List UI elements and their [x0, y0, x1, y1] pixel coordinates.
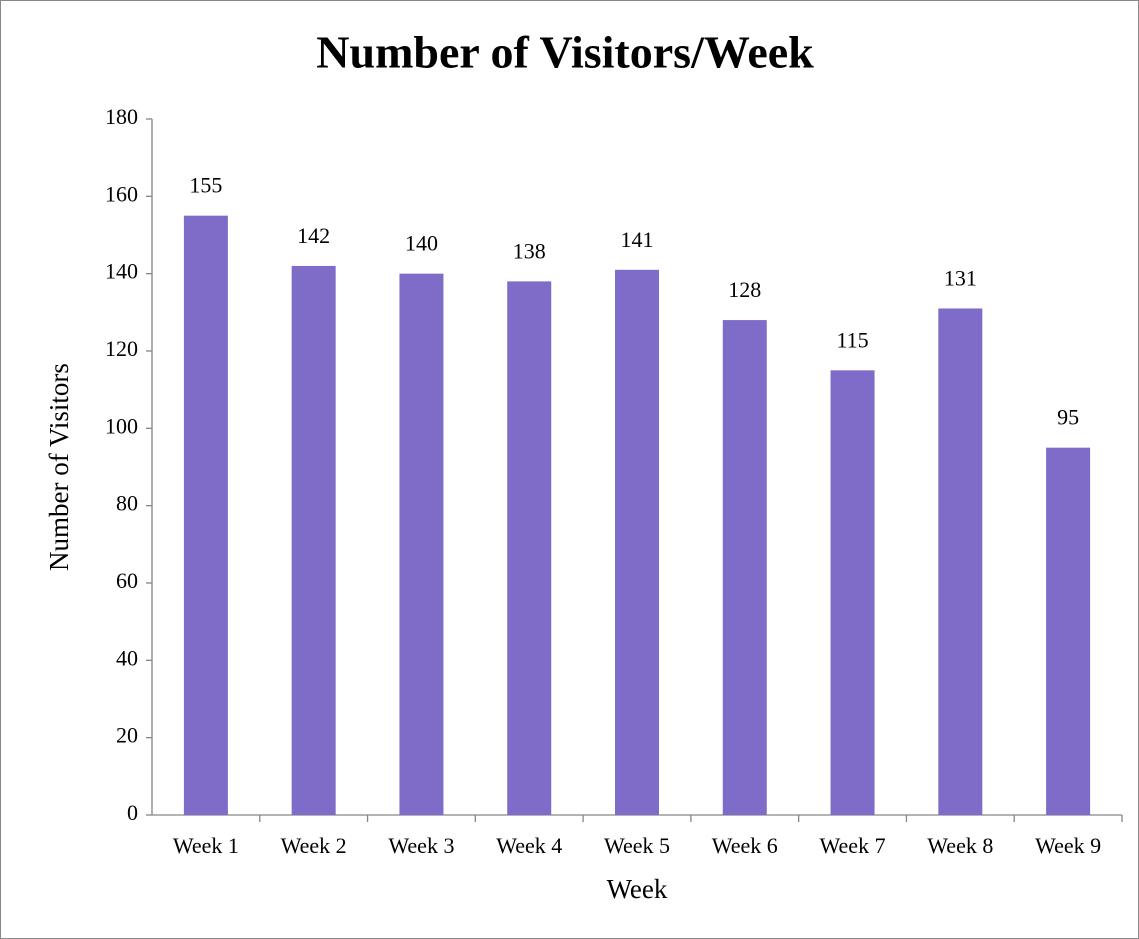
- bar: [399, 273, 444, 816]
- bar: [722, 320, 767, 815]
- data-label: 115: [836, 327, 868, 352]
- bar: [1046, 447, 1091, 815]
- bar: [291, 265, 336, 815]
- y-axis-title: Number of Visitors: [44, 363, 74, 571]
- data-label: 128: [728, 277, 761, 302]
- data-label: 95: [1057, 405, 1079, 430]
- x-tick-label: Week 2: [281, 833, 347, 858]
- x-tick-label: Week 7: [820, 833, 886, 858]
- bar: [507, 281, 552, 815]
- bar: [938, 308, 983, 815]
- x-tick-label: Week 8: [927, 833, 993, 858]
- y-tick-label: 180: [105, 104, 138, 129]
- x-tick-label: Week 3: [388, 833, 454, 858]
- y-tick-label: 60: [116, 568, 138, 593]
- y-tick-label: 0: [127, 800, 138, 825]
- y-tick-label: 140: [105, 259, 138, 284]
- data-label: 141: [621, 227, 654, 252]
- x-tick-label: Week 4: [496, 833, 562, 858]
- x-tick-label: Week 1: [173, 833, 239, 858]
- y-tick-label: 160: [105, 181, 138, 206]
- x-tick-label: Week 5: [604, 833, 670, 858]
- x-tick-label: Week 9: [1035, 833, 1101, 858]
- y-tick-label: 20: [116, 723, 138, 748]
- data-label: 140: [405, 231, 438, 256]
- data-label: 142: [297, 223, 330, 248]
- data-label: 138: [513, 238, 546, 263]
- y-tick-label: 120: [105, 336, 138, 361]
- bar: [183, 215, 228, 815]
- y-tick-label: 40: [116, 645, 138, 670]
- data-label: 155: [189, 173, 222, 198]
- y-tick-label: 80: [116, 491, 138, 516]
- x-tick-label: Week 6: [712, 833, 778, 858]
- chart-title: Number of Visitors/Week: [316, 27, 814, 78]
- bar: [615, 269, 659, 815]
- x-axis-title: Week: [607, 874, 668, 904]
- data-label: 131: [944, 266, 977, 291]
- bar: [830, 370, 875, 815]
- y-tick-label: 100: [105, 413, 138, 438]
